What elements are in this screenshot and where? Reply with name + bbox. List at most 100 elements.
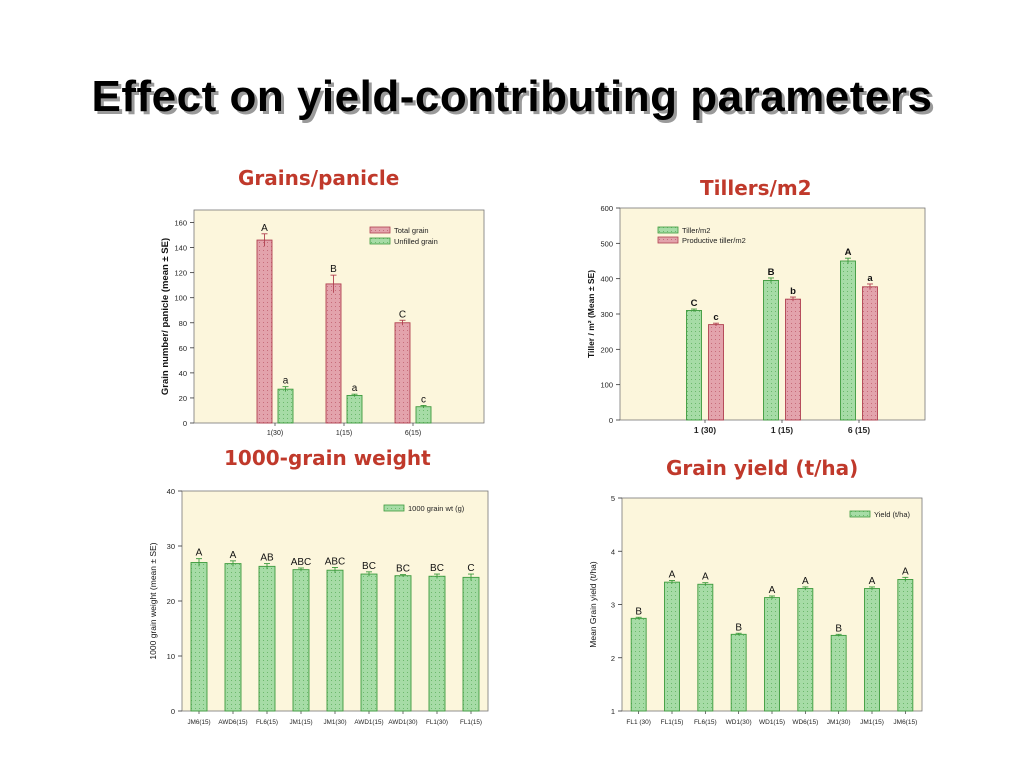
x-tick-label: JM1(30) [323,719,346,726]
legend-label: Productive tiller/m2 [682,236,746,245]
tillers-panel-title: Tillers/m2 [700,176,812,200]
significance-label: a [867,273,873,284]
x-tick-label: WD1(30) [726,719,752,726]
significance-label: A [261,223,268,234]
bar [630,617,647,712]
bar [797,588,814,712]
y-tick-label: 100 [174,294,187,303]
grainwt-panel-title: 1000-grain weight [224,446,431,470]
y-tick-label: 120 [174,269,187,278]
x-tick-label: AWD6(15) [218,719,247,726]
y-tick-label: 160 [174,219,187,228]
significance-label: B [835,623,842,634]
x-tick-label: 1 (15) [771,425,793,435]
x-tick-label: 1 (30) [694,425,716,435]
y-tick-label: 300 [600,310,613,319]
bar [224,563,242,712]
bar [325,283,342,424]
y-tick-label: 5 [611,494,615,503]
x-tick-label: JM6(15) [893,719,917,726]
y-tick-label: 0 [183,419,187,428]
x-tick-label: AWD1(30) [388,719,417,726]
bar [697,583,714,712]
y-axis-label: 1000 grain weight (mean ± SE) [148,542,158,659]
y-axis-label: Mean Grain yield (t/ha) [588,561,598,648]
y-tick-label: 60 [179,344,187,353]
bar [346,394,363,424]
significance-label: A [702,572,709,583]
x-tick-label: AWD1(15) [354,719,383,726]
significance-label: A [230,550,237,561]
legend-swatch [369,237,391,245]
x-tick-label: JM1(15) [860,719,884,726]
bar [897,579,914,712]
legend-swatch [657,226,679,234]
y-tick-label: 20 [167,597,175,606]
significance-label: B [768,267,775,278]
significance-label: a [352,383,358,394]
bar [730,633,747,712]
y-tick-label: 4 [611,547,615,556]
grain-yield-chart: 1 2 3 4 5 Mean Grain yield (t/ha) FL1 (30) B FL1… [588,494,923,726]
significance-label: a [283,376,289,387]
legend-label: Tiller/m2 [682,226,710,235]
y-tick-label: 100 [600,381,613,390]
significance-label: B [330,264,337,275]
y-tick-label: 2 [611,654,615,663]
x-tick-label: FL1(30) [426,719,448,726]
y-tick-label: 200 [600,345,613,354]
legend-label: 1000 grain wt (g) [408,504,465,513]
x-tick-label: FL6(15) [256,719,278,726]
tillers-per-m2-chart: 0 100 200 300 400 500 600 Tiller / m² (Mean ± S… [586,204,926,435]
bar [394,575,412,712]
significance-label: A [845,247,852,258]
bar [326,569,344,712]
y-tick-label: 80 [179,319,187,328]
bar [415,406,432,424]
legend-label: Unfilled grain [394,237,438,246]
legend-label: Total grain [394,226,429,235]
bar [462,576,480,712]
x-tick-label: WD6(15) [792,719,818,726]
bar [394,322,411,424]
y-tick-label: 600 [600,204,613,213]
x-tick-label: JM1(15) [289,719,312,726]
y-tick-label: 40 [167,487,175,496]
y-axis-label: Grain number/ panicle (mean ± SE) [160,238,171,395]
y-axis-label: Tiller / m² (Mean ± SE) [586,270,596,358]
significance-label: b [790,286,796,297]
bar [830,634,847,712]
x-tick-label: FL1 (30) [626,719,651,726]
significance-label: ABC [291,557,312,568]
significance-label: A [869,576,876,587]
legend-label: Yield (t/ha) [874,510,910,519]
x-tick-label: WD1(15) [759,719,785,726]
significance-label: B [635,606,642,617]
x-tick-label: JM6(15) [187,719,210,726]
bar [862,286,878,421]
x-tick-label: FL6(15) [694,719,717,726]
significance-label: B [735,622,742,633]
grains-panel-title: Grains/panicle [238,166,400,190]
y-tick-label: 400 [600,275,613,284]
significance-label: ABC [325,556,346,567]
y-tick-label: 1 [611,707,615,716]
bar [277,388,294,424]
y-tick-label: 30 [167,542,175,551]
significance-label: A [769,585,776,596]
bar [428,575,446,712]
significance-label: A [802,576,809,587]
significance-label: A [669,570,676,581]
legend-swatch [657,236,679,244]
bar [292,569,310,712]
y-tick-label: 0 [171,707,175,716]
yield-panel-title: Grain yield (t/ha) [666,456,859,480]
legend-swatch [849,510,871,518]
bar [686,310,702,421]
x-tick-label: 1(30) [267,430,283,437]
bar [360,573,378,712]
significance-label: c [421,394,426,405]
bar [764,597,780,712]
x-tick-label: FL1(15) [460,719,482,726]
x-tick-label: 6(15) [405,430,421,437]
